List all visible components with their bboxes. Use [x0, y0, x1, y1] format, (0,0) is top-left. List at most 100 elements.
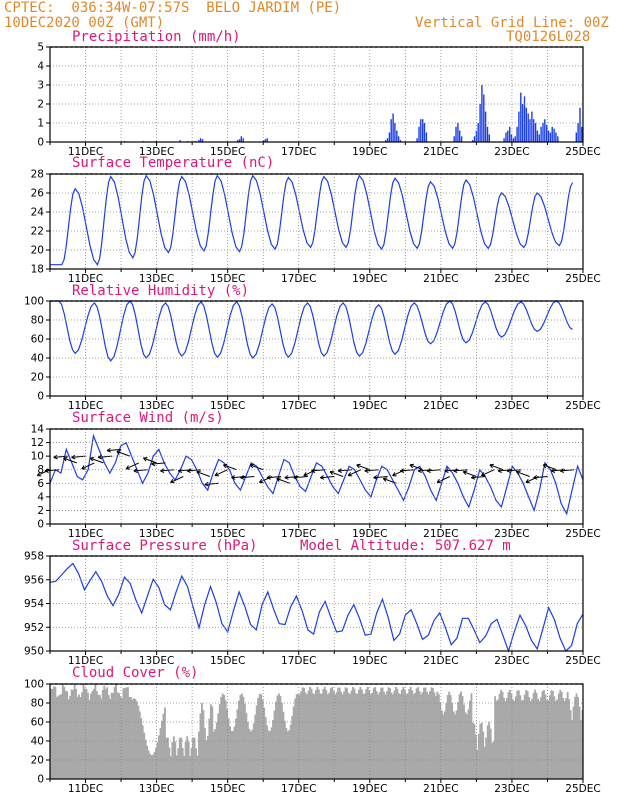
wind-vector [560, 469, 575, 472]
x-tick-label: 11DEC [68, 655, 103, 667]
precip-bar [392, 113, 394, 142]
y-tick-label: 100 [24, 679, 44, 691]
precip-bar [509, 126, 511, 142]
x-tick-label: 23DEC [494, 783, 529, 795]
wind-arrowhead [143, 457, 148, 462]
x-tick-label: 21DEC [423, 273, 458, 285]
precip-bar [525, 107, 527, 142]
y-tick-label: 1 [37, 118, 44, 130]
wind-speed-line [49, 433, 584, 516]
precip-bar [547, 130, 550, 142]
wind-vector [400, 469, 415, 472]
precip-bar [201, 139, 204, 142]
wind-arrowhead [89, 457, 95, 462]
x-tick-label: 13DEC [139, 528, 174, 540]
wind-vector [276, 478, 291, 484]
wind-vector [436, 476, 451, 483]
y-tick-label: 28 [31, 169, 44, 181]
x-tick-label: 25DEC [565, 146, 600, 158]
y-tick-label: 20 [31, 372, 44, 384]
wind-vector [293, 476, 308, 479]
y-tick-label: 0 [37, 774, 44, 786]
y-tick-label: 20 [31, 245, 44, 257]
y-tick-label: 0 [37, 391, 44, 403]
wind-arrowhead [63, 457, 68, 462]
precip-bar [557, 136, 559, 142]
wind-arrowhead [125, 465, 131, 470]
wind-arrowhead [160, 468, 165, 473]
wind-vector [481, 469, 495, 477]
panel-5: 0 20 40 60 80 100 11DEC 13DEC 15DEC 17DEC 19DEC 21D… [24, 679, 601, 796]
y-tick-label: 4 [37, 61, 44, 73]
precip-bar [531, 111, 533, 142]
wind-arrowhead [97, 454, 103, 460]
precip-bar [527, 113, 529, 142]
precip-bar [577, 123, 579, 142]
wind-vector [471, 476, 486, 479]
y-tick-label: 2 [37, 505, 44, 517]
wind-vector [338, 469, 353, 472]
x-tick-label: 19DEC [352, 400, 387, 412]
y-tick-label: 8 [37, 464, 44, 476]
y-tick-label: 3 [37, 80, 44, 92]
precip-bar [240, 136, 242, 142]
wind-arrowhead [133, 468, 138, 473]
x-tick-label: 19DEC [352, 655, 387, 667]
y-tick-label: 0 [37, 519, 44, 531]
y-tick-label: 4 [37, 491, 44, 503]
x-tick-label: 11DEC [68, 528, 103, 540]
wind-arrowhead [516, 470, 521, 476]
wind-arrowhead [542, 463, 548, 469]
y-tick-label: 14 [31, 424, 45, 436]
x-tick-label: 21DEC [423, 783, 458, 795]
panel-title-rh: Relative Humidity (%) [72, 283, 250, 299]
wind-arrowhead [116, 450, 121, 455]
precip-bar [546, 124, 548, 142]
wind-arrowhead [170, 478, 175, 484]
x-tick-label: 17DEC [281, 146, 316, 158]
x-tick-label: 13DEC [139, 783, 174, 795]
wind-vector [187, 469, 202, 472]
wind-vector [196, 471, 211, 477]
x-tick-label: 21DEC [423, 655, 458, 667]
precip-bar [516, 126, 518, 142]
wind-arrowhead [533, 475, 538, 480]
wind-vector [240, 476, 255, 479]
wind-vector [453, 469, 468, 472]
precip-bar [521, 104, 524, 142]
y-tick-label: 2 [37, 99, 44, 111]
y-tick-label: 952 [24, 622, 44, 634]
wind-arrowhead [506, 468, 511, 473]
x-tick-label: 15DEC [210, 783, 245, 795]
wind-arrowhead [356, 463, 361, 469]
wind-vector [204, 482, 219, 485]
pressure-line [49, 562, 584, 653]
precip-bar [416, 138, 418, 142]
wind-arrowhead [106, 447, 111, 453]
panel-title-wind: Surface Wind (m/s) [72, 410, 224, 426]
wind-vector [89, 457, 104, 464]
precip-bar [503, 138, 505, 142]
x-tick-label: 15DEC [210, 400, 245, 412]
wind-arrowhead [392, 472, 397, 477]
precip-bar [512, 138, 515, 142]
x-tick-label: 17DEC [281, 655, 316, 667]
y-tick-label: 954 [24, 598, 44, 610]
precip-bar [453, 136, 455, 142]
y-tick-label: 22 [31, 226, 44, 238]
precip-bar [199, 138, 202, 142]
y-tick-label: 956 [24, 574, 44, 586]
wind-vector [551, 469, 566, 472]
x-tick-label: 13DEC [139, 146, 174, 158]
wind-arrowhead [462, 470, 468, 476]
y-tick-label: 24 [31, 207, 45, 219]
y-tick-label: 958 [24, 551, 44, 563]
wind-vector [63, 457, 77, 464]
wind-vector [170, 476, 184, 483]
wind-arrowhead [329, 470, 334, 476]
x-tick-label: 23DEC [494, 655, 529, 667]
wind-arrowhead [240, 475, 245, 480]
wind-arrowhead [364, 468, 369, 473]
precip-bar [533, 119, 535, 142]
precip-bar [514, 136, 516, 142]
